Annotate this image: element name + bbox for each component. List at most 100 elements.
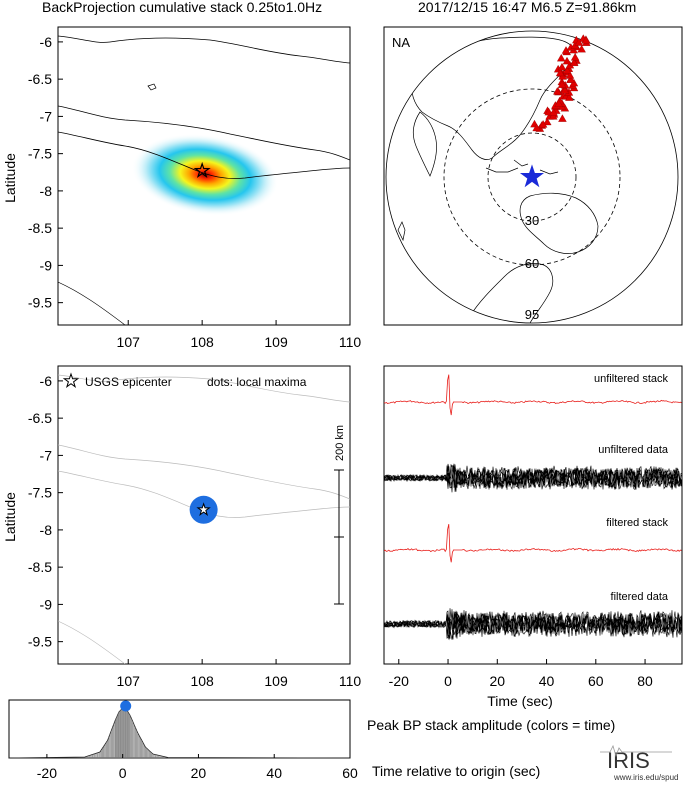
ring-label-95: 95 (525, 307, 539, 322)
island-outline (147, 83, 157, 91)
station-triangle (565, 93, 574, 101)
maxima-ridge (58, 620, 126, 664)
station-triangle (542, 117, 552, 126)
xtick-label: 110 (339, 334, 362, 350)
epicenter-star (193, 161, 211, 179)
globe-outline (385, 30, 679, 324)
christmas-ridge (58, 281, 126, 325)
station-globe: NA 30 60 95 (383, 26, 683, 326)
station-triangle (555, 68, 565, 77)
continent-asia (411, 36, 576, 160)
ytick-label: -6 (40, 34, 53, 50)
xtick-label: 80 (637, 673, 653, 689)
xtick-label: 60 (588, 673, 604, 689)
xtick-label: 40 (539, 673, 555, 689)
amplitude-title: Peak BP stack amplitude (colors = time) (367, 717, 615, 733)
coastline-java-south (58, 131, 350, 179)
coastline-north (58, 35, 350, 64)
xtick-label: 40 (266, 765, 282, 781)
station-triangle (553, 87, 562, 95)
continent-india (413, 111, 437, 177)
filtered-stack-trace (384, 524, 682, 563)
xtick-label: 108 (190, 334, 214, 350)
xtick-label: 0 (119, 765, 127, 781)
station-triangle (570, 53, 580, 61)
station-triangle (532, 123, 541, 132)
legend-star-label: USGS epicenter (85, 375, 172, 389)
ytick-label: -8 (40, 183, 53, 199)
xtick-label: 107 (117, 334, 141, 350)
ytick-label: -9 (40, 596, 53, 612)
ytick-label: -8 (40, 522, 53, 538)
unfiltered-data-traces (384, 463, 682, 493)
top-map-xticks: 107 108 109 110 (117, 320, 362, 350)
xtick-label: 0 (444, 673, 452, 689)
figure-title: BackProjection cumulative stack 0.25to1.… (42, 0, 322, 15)
maxima-coast-north (58, 374, 350, 403)
unfiltered-stack-trace (384, 374, 682, 416)
amplitude-xlabel: Time relative to origin (sec) (372, 763, 540, 779)
maxima-coast-java-north (58, 444, 350, 500)
station-triangle (557, 62, 567, 71)
ytick-label: -9.5 (28, 295, 52, 311)
continent-indonesia (485, 159, 559, 175)
xtick-label: -20 (389, 673, 409, 689)
xtick-label: 20 (490, 673, 506, 689)
station-triangle (565, 71, 575, 79)
distance-ring-60 (443, 88, 621, 266)
stack-amplitude-panel: -20 0 20 40 60 Peak BP stack amplitude (colo… (8, 699, 615, 781)
peak-time-marker (120, 700, 132, 712)
iris-logo-url: www.iris.edu/spud (613, 773, 678, 782)
station-triangle (562, 56, 572, 65)
station-triangle (569, 58, 579, 66)
ring-label-60: 60 (525, 256, 539, 271)
label-unfiltered-stack: unfiltered stack (594, 373, 668, 385)
legend-star-icon (62, 372, 80, 388)
amplitude-xticks: -20 0 20 40 60 (37, 754, 358, 781)
scale-label: 200 km (334, 425, 346, 461)
station-triangle (557, 53, 566, 62)
distance-ring-30 (487, 132, 577, 222)
xtick-label: 110 (339, 673, 362, 689)
maxima-map-yticks: -6 -6.5 -7 -7.5 -8 -8.5 -9 -9.5 (28, 373, 63, 650)
station-triangle (557, 80, 567, 88)
ytick-label: -8.5 (28, 559, 52, 575)
station-triangle (574, 38, 584, 46)
station-triangle (566, 75, 575, 83)
seismogram-xlabel: Time (sec) (487, 693, 553, 709)
ytick-label: -7 (40, 447, 53, 463)
ytick-label: -6.5 (28, 410, 52, 426)
ring-label-30: 30 (525, 213, 539, 228)
continent-australia (519, 192, 599, 254)
iris-logo: IRIS www.iris.edu/spud (600, 744, 678, 782)
coastline-java-north (58, 105, 350, 161)
station-triangle (560, 86, 570, 94)
legend-dots-label: dots: local maxima (207, 375, 307, 389)
label-unfiltered-data: unfiltered data (598, 444, 669, 456)
station-triangle (538, 120, 548, 128)
seismogram-panel: unfiltered stack unfiltered data filtere… (383, 365, 683, 709)
xtick-label: 108 (190, 673, 214, 689)
station-triangle (549, 108, 558, 116)
maxima-map-ylabel: Latitude (2, 492, 18, 542)
network-label: NA (392, 35, 410, 50)
ytick-label: -9.5 (28, 634, 52, 650)
amplitude-hatching (89, 708, 159, 758)
station-triangle (554, 99, 564, 107)
ytick-label: -6.5 (28, 71, 52, 87)
ytick-label: -9 (40, 257, 53, 273)
xtick-label: 107 (117, 673, 141, 689)
filtered-data-traces (384, 608, 682, 641)
xtick-label: 109 (264, 334, 288, 350)
amplitude-frame (8, 699, 351, 759)
continent-madagascar (397, 221, 406, 242)
ytick-label: -6 (40, 373, 53, 389)
xtick-label: 109 (264, 673, 288, 689)
ytick-label: -7.5 (28, 146, 52, 162)
iris-logo-wave (600, 744, 672, 758)
ytick-label: -8.5 (28, 220, 52, 236)
seismogram-xticks: -20 0 20 40 60 80 (389, 659, 653, 689)
local-maxima-map: USGS epicenter dots: local maxima 200 km… (2, 365, 362, 689)
continent-antarctica (469, 263, 554, 323)
